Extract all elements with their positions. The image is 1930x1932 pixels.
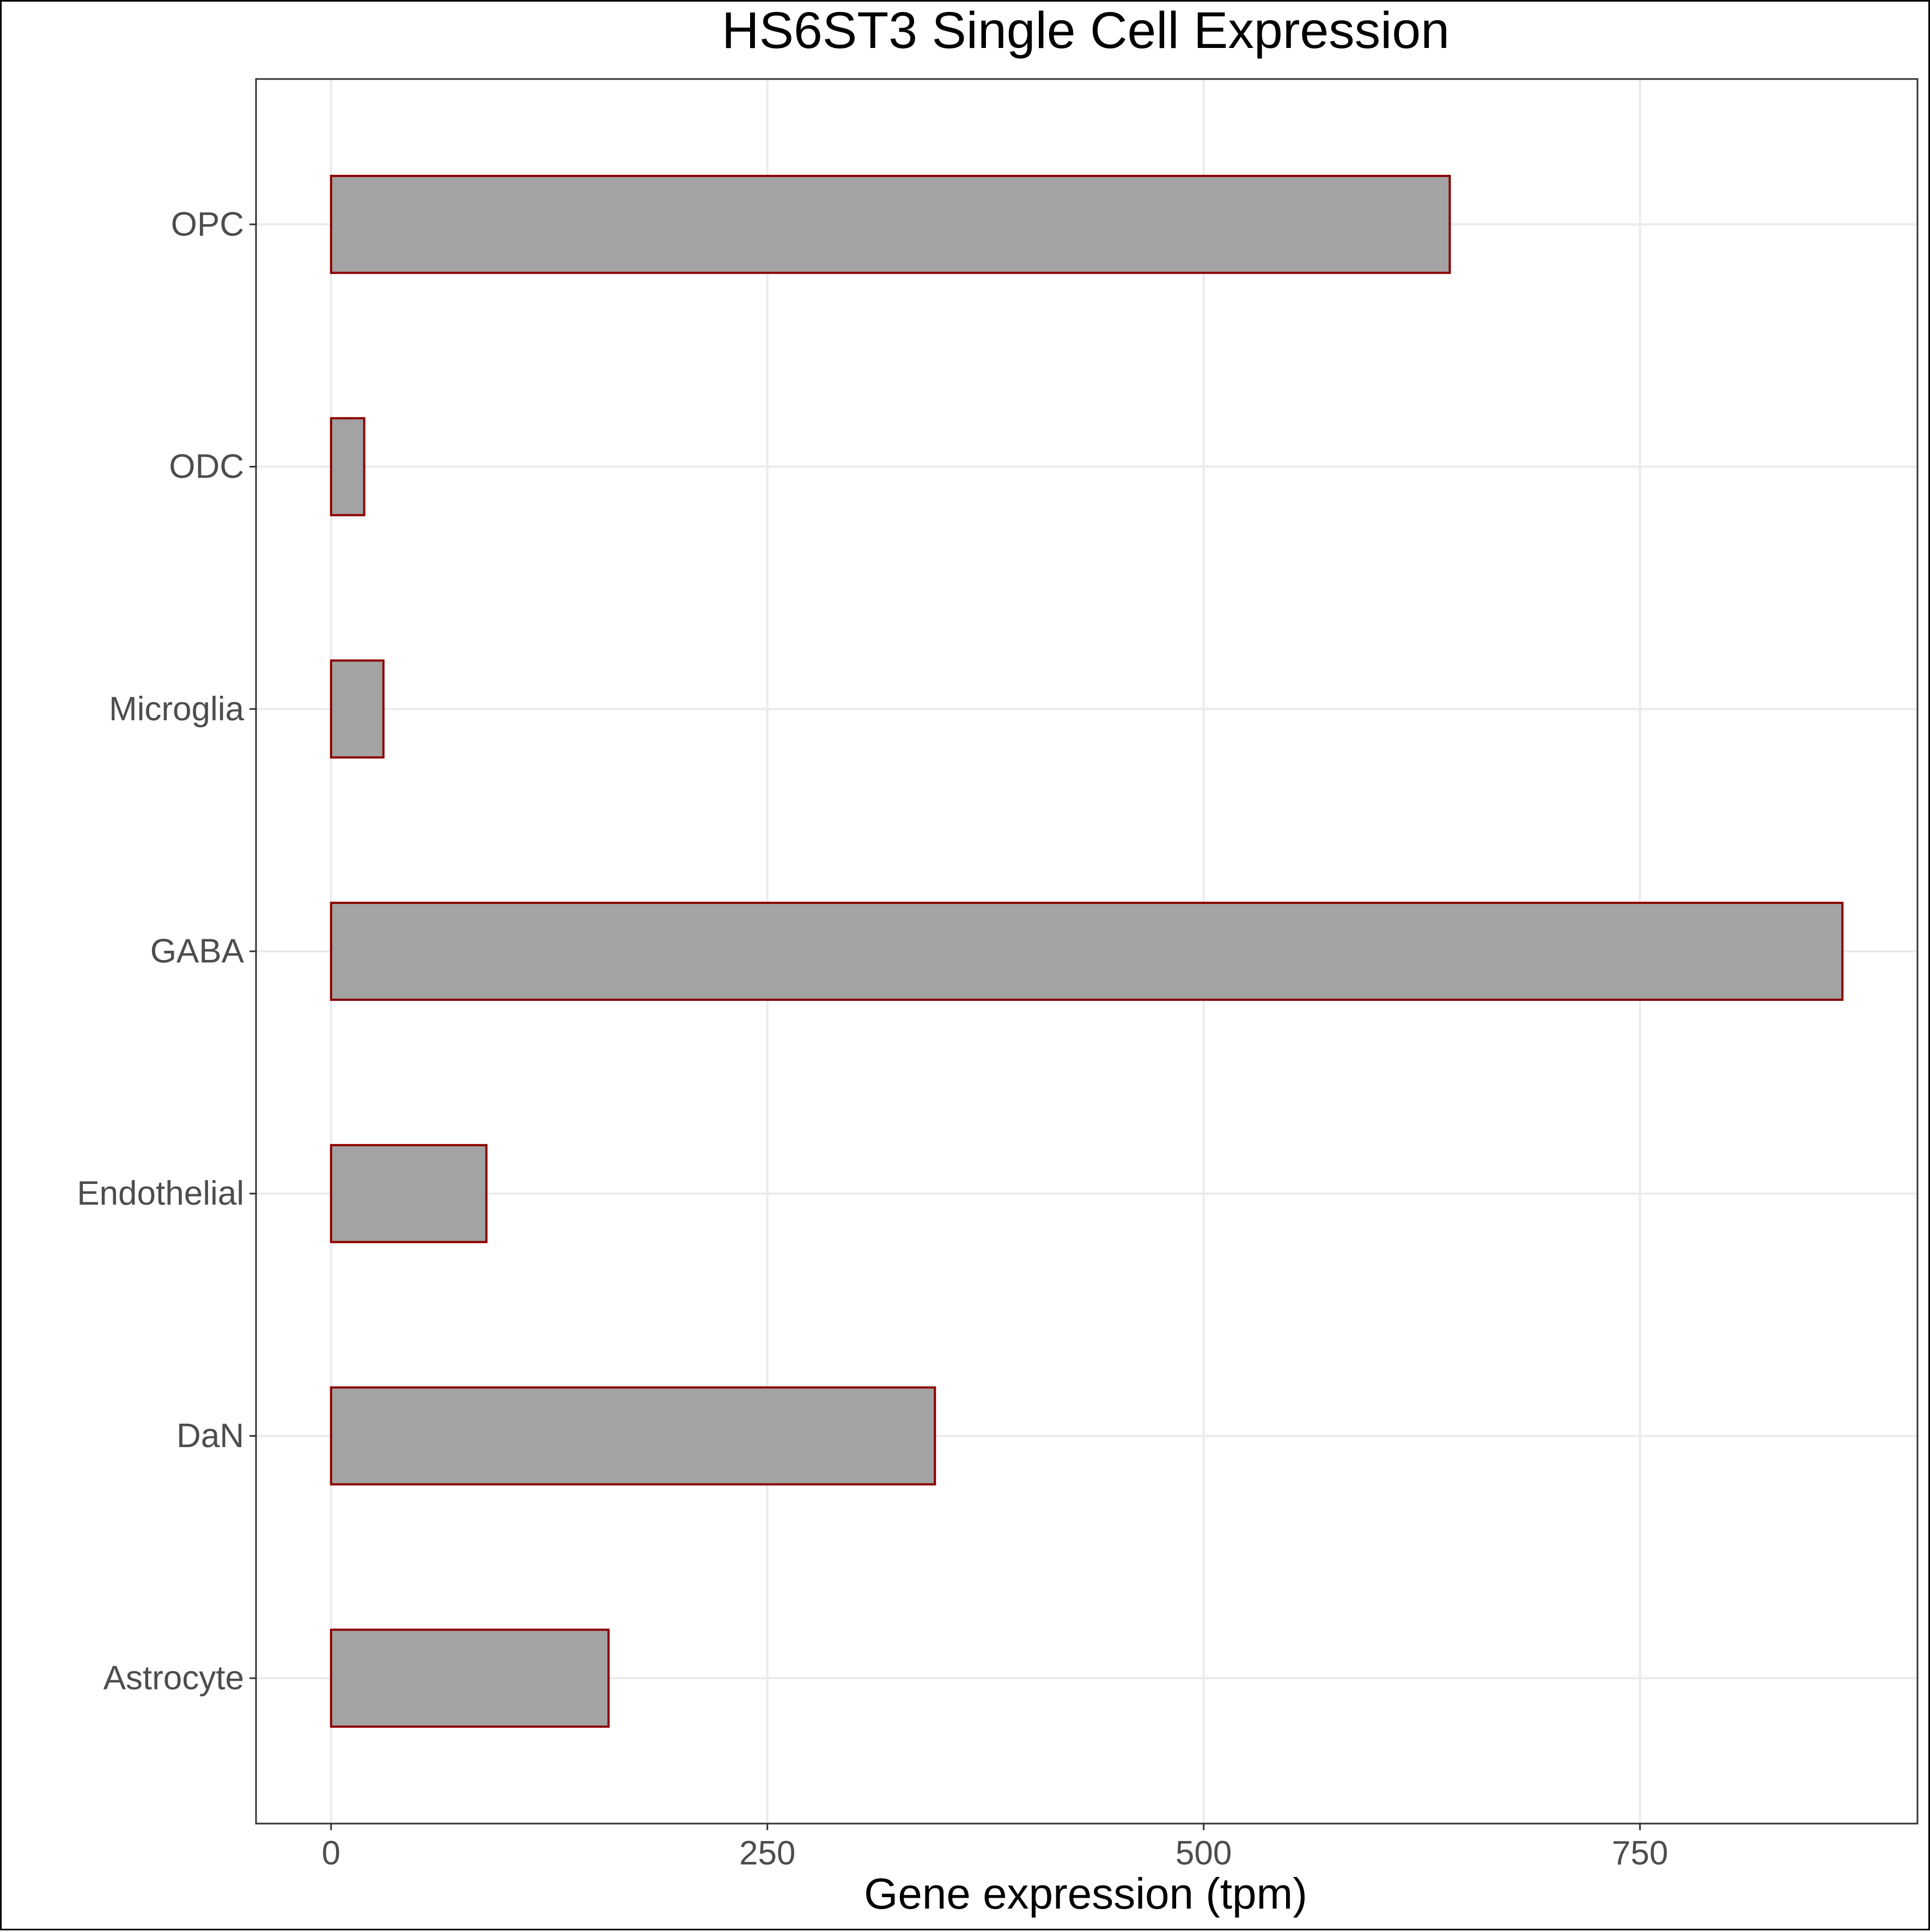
bar-microglia [330, 659, 385, 759]
chart-title: HS6ST3 Single Cell Expression [722, 2, 1450, 59]
y-tick-label: DaN [176, 1417, 244, 1455]
x-axis: 0 250 500 750 [322, 1824, 1668, 1872]
bar-odc [330, 417, 366, 517]
x-tick-label: 250 [739, 1834, 795, 1872]
x-axis-title: Gene expression (tpm) [864, 1869, 1307, 1918]
y-tick-label: Endothelial [77, 1175, 244, 1212]
bar-dan [330, 1386, 936, 1486]
y-tick-label: ODC [169, 448, 244, 485]
bar-astrocyte [330, 1629, 610, 1728]
y-tick-label: Microglia [109, 690, 245, 728]
bar-gaba [330, 902, 1844, 1001]
x-tick-label: 0 [322, 1834, 340, 1872]
y-tick-label: Astrocyte [103, 1660, 244, 1697]
bars [330, 174, 1844, 1728]
x-tick-label: 500 [1176, 1834, 1232, 1872]
bar-opc [330, 174, 1451, 274]
bar-endothelial [330, 1144, 488, 1243]
y-axis: Astrocyte DaN Endothelial GABA Microglia ODC O… [77, 205, 256, 1697]
y-tick-label: GABA [150, 933, 245, 970]
x-tick-label: 750 [1612, 1834, 1668, 1872]
y-tick-label: OPC [171, 205, 244, 243]
